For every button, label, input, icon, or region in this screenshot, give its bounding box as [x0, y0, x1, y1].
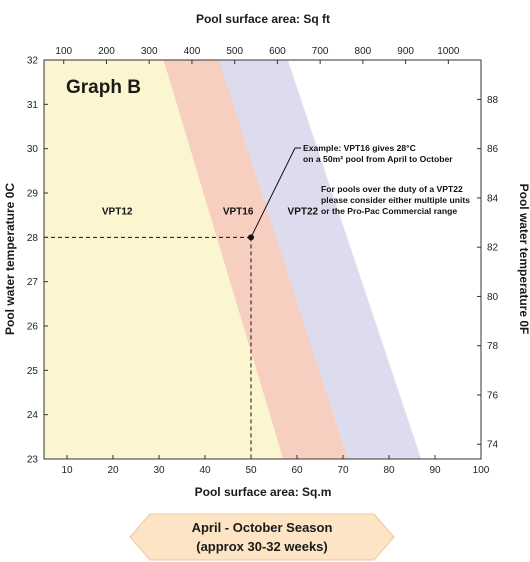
- y2-tick-label-76: 76: [487, 390, 499, 401]
- x-tick-label-40: 40: [199, 465, 211, 476]
- x2-tick-label-1000: 1000: [437, 46, 460, 57]
- x-axis-title: Pool surface area: Sq.m: [195, 485, 332, 499]
- annotation-line-1: Example: VPT16 gives 28°C: [303, 143, 416, 153]
- x2-tick-label-900: 900: [397, 46, 414, 57]
- y2-tick-label-88: 88: [487, 95, 499, 106]
- x-tick-label-90: 90: [429, 465, 441, 476]
- y-tick-label-30: 30: [27, 144, 39, 155]
- y2-tick-label-82: 82: [487, 243, 499, 254]
- capacity-bands: [44, 60, 422, 459]
- y-tick-label-26: 26: [27, 322, 39, 333]
- x2-axis-title: Pool surface area: Sq ft: [196, 12, 330, 26]
- band-label-vpt22: VPT22: [288, 207, 319, 218]
- x2-tick-label-700: 700: [312, 46, 329, 57]
- x-tick-label-80: 80: [383, 465, 395, 476]
- season-banner: April - October Season (approx 30-32 wee…: [129, 513, 395, 561]
- y-tick-label-29: 29: [27, 189, 39, 200]
- y2-tick-label-84: 84: [487, 193, 499, 204]
- season-arrow-shape: [129, 513, 395, 561]
- y2-tick-label-80: 80: [487, 292, 499, 303]
- y-tick-label-31: 31: [27, 100, 39, 111]
- axis-ticks: 10 20 30 40 50 60 70 80 90 100 100 200 300 400 500 600 7…: [27, 46, 499, 476]
- x-tick-label-10: 10: [61, 465, 73, 476]
- x2-tick-label-200: 200: [98, 46, 115, 57]
- annotation-line-2: on a 50m² pool from April to October: [303, 154, 453, 164]
- band-vpt12: [44, 60, 284, 459]
- y-tick-label-24: 24: [27, 410, 39, 421]
- x2-tick-label-400: 400: [184, 46, 201, 57]
- example-annotation: Example: VPT16 gives 28°C on a 50m² pool…: [303, 143, 470, 216]
- y-tick-label-28: 28: [27, 233, 39, 244]
- y2-tick-label-78: 78: [487, 341, 499, 352]
- annotation-leader: [250, 147, 301, 238]
- x2-tick-label-600: 600: [269, 46, 286, 57]
- annotation-line-5: please consider either multiple units: [321, 195, 470, 205]
- x-tick-label-30: 30: [153, 465, 165, 476]
- y-tick-label-32: 32: [27, 56, 39, 67]
- y2-axis-title: Pool water temperature 0F: [517, 184, 530, 335]
- graph-title: Graph B: [66, 77, 141, 98]
- x-tick-label-100: 100: [473, 465, 490, 476]
- x-tick-label-70: 70: [337, 465, 349, 476]
- example-point: [248, 234, 254, 241]
- season-line-1: April - October Season: [192, 520, 333, 535]
- annotation-line-6: or the Pro-Pac Commercial range: [321, 206, 457, 216]
- x2-tick-label-800: 800: [355, 46, 372, 57]
- y-tick-label-23: 23: [27, 455, 39, 466]
- x2-tick-label-500: 500: [226, 46, 243, 57]
- y2-tick-label-86: 86: [487, 144, 499, 155]
- x2-tick-label-300: 300: [141, 46, 158, 57]
- annotation-line-4: For pools over the duty of a VPT22: [321, 184, 463, 194]
- example-guide-lines: [44, 147, 301, 459]
- band-label-vpt16: VPT16: [223, 207, 254, 218]
- x-tick-label-50: 50: [245, 465, 257, 476]
- x-tick-label-20: 20: [107, 465, 119, 476]
- y-tick-label-27: 27: [27, 277, 39, 288]
- band-labels: VPT12 VPT16 VPT22: [102, 207, 319, 218]
- x2-tick-label-100: 100: [55, 46, 72, 57]
- x-tick-label-60: 60: [291, 465, 303, 476]
- season-line-2: (approx 30-32 weeks): [196, 539, 328, 554]
- plot-frame: [43, 59, 482, 460]
- y-axis-title: Pool water temperature 0C: [3, 183, 17, 335]
- y2-tick-label-74: 74: [487, 440, 499, 451]
- band-label-vpt12: VPT12: [102, 207, 133, 218]
- y-tick-label-25: 25: [27, 366, 39, 377]
